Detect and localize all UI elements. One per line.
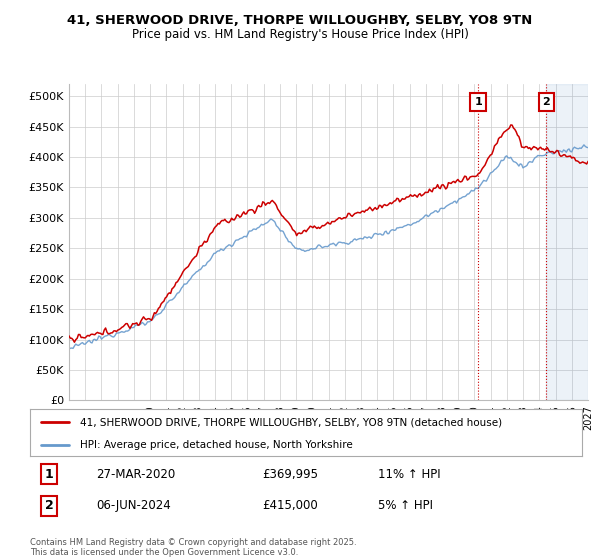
- Text: 41, SHERWOOD DRIVE, THORPE WILLOUGHBY, SELBY, YO8 9TN: 41, SHERWOOD DRIVE, THORPE WILLOUGHBY, S…: [67, 14, 533, 27]
- Text: 2: 2: [542, 97, 550, 108]
- Text: 11% ↑ HPI: 11% ↑ HPI: [378, 468, 440, 480]
- Bar: [547, 84, 588, 400]
- Text: HPI: Average price, detached house, North Yorkshire: HPI: Average price, detached house, Nort…: [80, 440, 352, 450]
- Text: 1: 1: [475, 97, 482, 108]
- Bar: [547, 84, 588, 400]
- Text: 27-MAR-2020: 27-MAR-2020: [96, 468, 175, 480]
- Text: Contains HM Land Registry data © Crown copyright and database right 2025.
This d: Contains HM Land Registry data © Crown c…: [30, 538, 356, 557]
- Text: 2: 2: [45, 500, 53, 512]
- Text: 41, SHERWOOD DRIVE, THORPE WILLOUGHBY, SELBY, YO8 9TN (detached house): 41, SHERWOOD DRIVE, THORPE WILLOUGHBY, S…: [80, 417, 502, 427]
- Text: 06-JUN-2024: 06-JUN-2024: [96, 500, 171, 512]
- Text: 1: 1: [45, 468, 53, 480]
- Text: £415,000: £415,000: [262, 500, 317, 512]
- Text: 5% ↑ HPI: 5% ↑ HPI: [378, 500, 433, 512]
- Text: £369,995: £369,995: [262, 468, 318, 480]
- Text: Price paid vs. HM Land Registry's House Price Index (HPI): Price paid vs. HM Land Registry's House …: [131, 28, 469, 41]
